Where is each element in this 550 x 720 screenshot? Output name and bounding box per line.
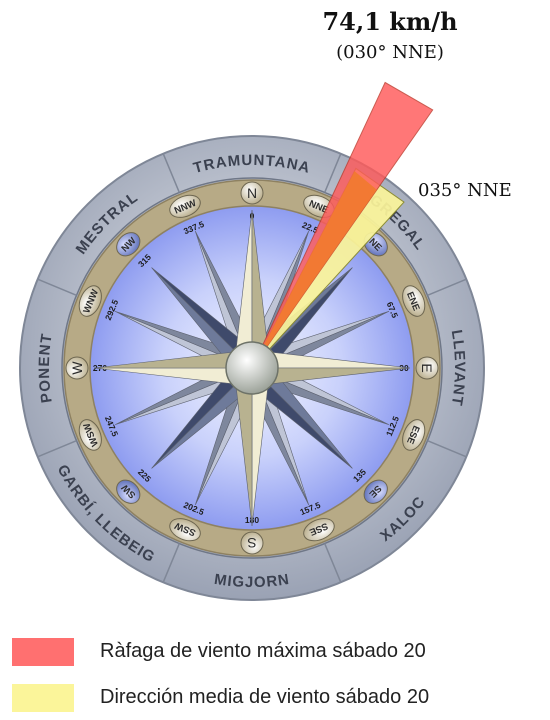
compass-point-sse: SSE bbox=[303, 518, 335, 542]
compass-point-badge bbox=[240, 531, 264, 555]
compass-point-badge bbox=[169, 518, 201, 542]
compass-point-wnw: WNW bbox=[78, 285, 102, 317]
compass-point-n: N bbox=[240, 181, 264, 205]
compass-point-label: S bbox=[247, 535, 256, 551]
compass-point-sw: SW bbox=[116, 479, 141, 504]
legend-label-gust: Ràfaga de viento máxima sábado 20 bbox=[100, 640, 426, 662]
compass-point-se: SE bbox=[363, 479, 388, 504]
wind-sector-divider bbox=[427, 278, 467, 296]
wind-sector-divider bbox=[324, 153, 342, 193]
wind-name-llevant: LLEVANT bbox=[448, 329, 468, 408]
compass-point-label: W bbox=[69, 361, 85, 375]
compass-point-badge bbox=[116, 232, 141, 257]
mean-direction-label: 035° NNE bbox=[418, 180, 512, 201]
wind-sector-divider bbox=[427, 440, 467, 458]
compass-point-w: W bbox=[65, 356, 89, 380]
compass-point-badge bbox=[169, 194, 201, 218]
compass-point-nw: NW bbox=[116, 232, 141, 257]
compass-point-ene: ENE bbox=[402, 285, 426, 317]
compass-point-nnw: NNW bbox=[169, 194, 201, 218]
compass-point-label: N bbox=[247, 185, 257, 201]
wind-sector-divider bbox=[162, 153, 180, 193]
compass-point-label: E bbox=[419, 363, 435, 372]
compass-point-badge bbox=[78, 419, 102, 451]
legend-swatch-gust bbox=[12, 638, 74, 666]
wind-name-migjorn: MIGJORN bbox=[213, 571, 291, 591]
compass-point-badge bbox=[65, 356, 89, 380]
legend-item-gust: Ràfaga de viento máxima sábado 20 bbox=[12, 636, 542, 670]
legend-label-mean: Dirección media de viento sábado 20 bbox=[100, 686, 430, 708]
wind-sector-divider bbox=[37, 440, 77, 458]
compass-point-badge bbox=[415, 356, 439, 380]
compass-point-ese: ESE bbox=[402, 419, 426, 451]
compass-point-badge bbox=[240, 181, 264, 205]
legend-item-mean: Dirección media de viento sábado 20 bbox=[12, 682, 542, 716]
compass-point-badge bbox=[78, 285, 102, 317]
wedge-overlap bbox=[252, 171, 377, 368]
compass-point-badge bbox=[363, 479, 388, 504]
compass-point-badge bbox=[402, 419, 426, 451]
compass-outer-ring-inner-edge bbox=[61, 177, 443, 559]
wind-sector-dividers bbox=[37, 153, 467, 583]
legend-swatch-mean bbox=[12, 684, 74, 712]
compass-point-s: S bbox=[240, 531, 264, 555]
compass-point-e: E bbox=[415, 356, 439, 380]
gust-speed-label: 74,1 km/h bbox=[322, 7, 457, 36]
compass-point-badge bbox=[402, 285, 426, 317]
wind-name-ponent: PONENT bbox=[36, 332, 56, 404]
wind-sector-divider bbox=[37, 278, 77, 296]
compass-point-badge bbox=[116, 479, 141, 504]
wind-sector-divider bbox=[324, 543, 342, 583]
compass-point-badge bbox=[303, 518, 335, 542]
compass-point-ssw: SSW bbox=[169, 518, 201, 542]
wind-direction-wedges bbox=[251, 81, 434, 369]
compass-point-wsw: WSW bbox=[78, 419, 102, 451]
gust-direction-label: (030° NNE) bbox=[336, 42, 444, 63]
wind-sector-divider bbox=[162, 543, 180, 583]
compass-hub bbox=[225, 341, 279, 395]
